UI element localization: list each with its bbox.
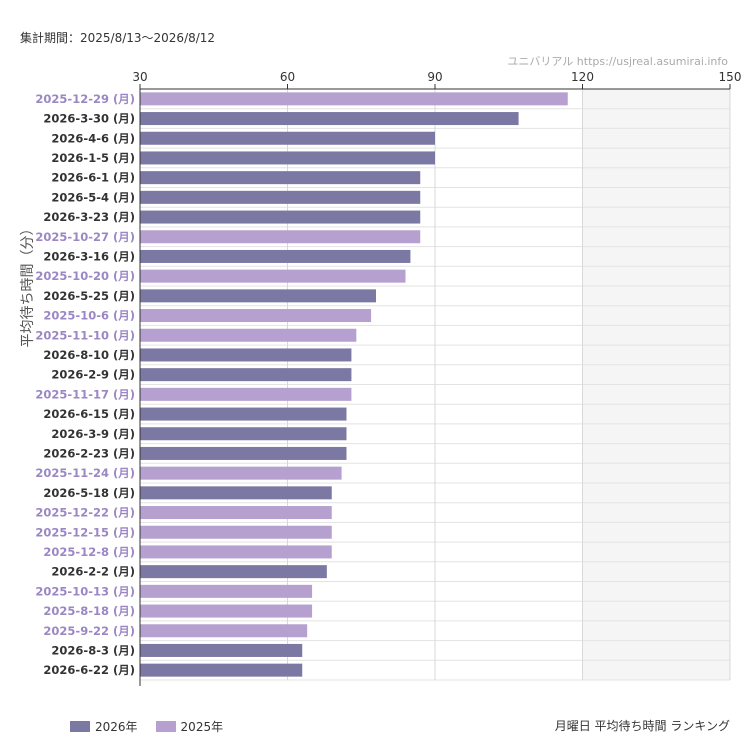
category-label-21: 2026-5-18 (月)	[43, 486, 135, 500]
bar-18	[140, 427, 347, 441]
bar-21	[140, 486, 332, 500]
bar-24	[140, 545, 332, 559]
x-tick-label-90: 90	[427, 70, 442, 84]
category-label-20: 2025-11-24 (月)	[35, 466, 135, 480]
bar-20	[140, 466, 342, 480]
x-tick-label-30: 30	[132, 70, 147, 84]
legend-swatch-2025	[155, 721, 176, 732]
bar-3	[140, 131, 435, 145]
bar-22	[140, 506, 332, 520]
bar-25	[140, 565, 327, 579]
category-label-24: 2025-12-8 (月)	[43, 545, 135, 559]
category-label-19: 2026-2-23 (月)	[43, 446, 135, 460]
bar-2	[140, 112, 519, 126]
category-label-12: 2025-10-6 (月)	[43, 309, 135, 323]
legend-label-2025: 2025年	[180, 720, 224, 734]
category-label-8: 2025-10-27 (月)	[35, 230, 135, 244]
bar-28	[140, 624, 308, 638]
bar-19	[140, 446, 347, 460]
category-label-9: 2026-3-16 (月)	[43, 249, 135, 263]
bars	[140, 92, 568, 677]
bar-26	[140, 584, 313, 598]
bar-23	[140, 525, 332, 539]
bar-27	[140, 604, 313, 618]
category-label-25: 2026-2-2 (月)	[51, 565, 135, 579]
category-label-10: 2025-10-20 (月)	[35, 269, 135, 283]
category-label-15: 2026-2-9 (月)	[51, 368, 135, 382]
aggregation-period: 集計期間：2025/8/13〜2026/8/12	[20, 31, 216, 45]
bar-14	[140, 348, 352, 362]
axes: 30 60 90 120 150	[132, 70, 741, 686]
bar-16	[140, 387, 352, 401]
bar-12	[140, 309, 372, 323]
category-label-11: 2026-5-25 (月)	[43, 289, 135, 303]
category-label-30: 2026-6-22 (月)	[43, 663, 135, 677]
legend: 2026年 2025年	[70, 718, 223, 735]
category-label-26: 2025-10-13 (月)	[35, 584, 135, 598]
category-label-6: 2026-5-4 (月)	[51, 190, 135, 204]
x-tick-label-60: 60	[280, 70, 295, 84]
bar-8	[140, 230, 421, 244]
bar-29	[140, 643, 303, 657]
chart-footer-title: 月曜日 平均待ち時間 ランキング	[554, 719, 730, 733]
category-label-14: 2026-8-10 (月)	[43, 348, 135, 362]
category-label-16: 2025-11-17 (月)	[35, 387, 135, 401]
category-label-23: 2025-12-15 (月)	[35, 525, 135, 539]
category-labels: 2025-12-29 (月) 2026-3-30 (月) 2026-4-6 (月) 2…	[35, 92, 135, 677]
bar-17	[140, 407, 347, 421]
bar-7	[140, 210, 421, 224]
bar-5	[140, 171, 421, 185]
y-axis-title: 平均待ち時間（分）	[20, 222, 36, 348]
legend-label-2026: 2026年	[95, 720, 138, 734]
x-tick-label-150: 150	[719, 70, 742, 84]
legend-swatch-2026	[70, 721, 90, 732]
bar-15	[140, 368, 352, 382]
category-label-22: 2025-12-22 (月)	[35, 506, 135, 520]
bar-4	[140, 151, 435, 165]
legend-item-2025: 2025年	[155, 718, 224, 735]
category-label-1: 2025-12-29 (月)	[35, 92, 135, 106]
bar-6	[140, 190, 421, 204]
category-label-5: 2026-6-1 (月)	[51, 171, 135, 185]
bar-30	[140, 663, 303, 677]
x-tick-label-120: 120	[571, 70, 594, 84]
category-label-4: 2026-1-5 (月)	[51, 151, 135, 165]
legend-item-2026: 2026年	[70, 718, 138, 735]
bar-1	[140, 92, 568, 106]
source-credit: ユニバリアル https://usjreal.asumirai.info	[507, 55, 728, 68]
category-label-29: 2026-8-3 (月)	[51, 643, 135, 657]
bar-11	[140, 289, 376, 303]
category-label-27: 2025-8-18 (月)	[43, 604, 135, 618]
category-label-7: 2026-3-23 (月)	[43, 210, 135, 224]
category-label-3: 2026-4-6 (月)	[51, 131, 135, 145]
bar-10	[140, 269, 406, 283]
category-label-17: 2026-6-15 (月)	[43, 407, 135, 421]
category-label-28: 2025-9-22 (月)	[43, 624, 135, 638]
category-label-18: 2026-3-9 (月)	[51, 427, 135, 441]
category-label-2: 2026-3-30 (月)	[43, 112, 135, 126]
bar-13	[140, 328, 357, 342]
bar-9	[140, 249, 411, 263]
category-label-13: 2025-11-10 (月)	[35, 328, 135, 342]
